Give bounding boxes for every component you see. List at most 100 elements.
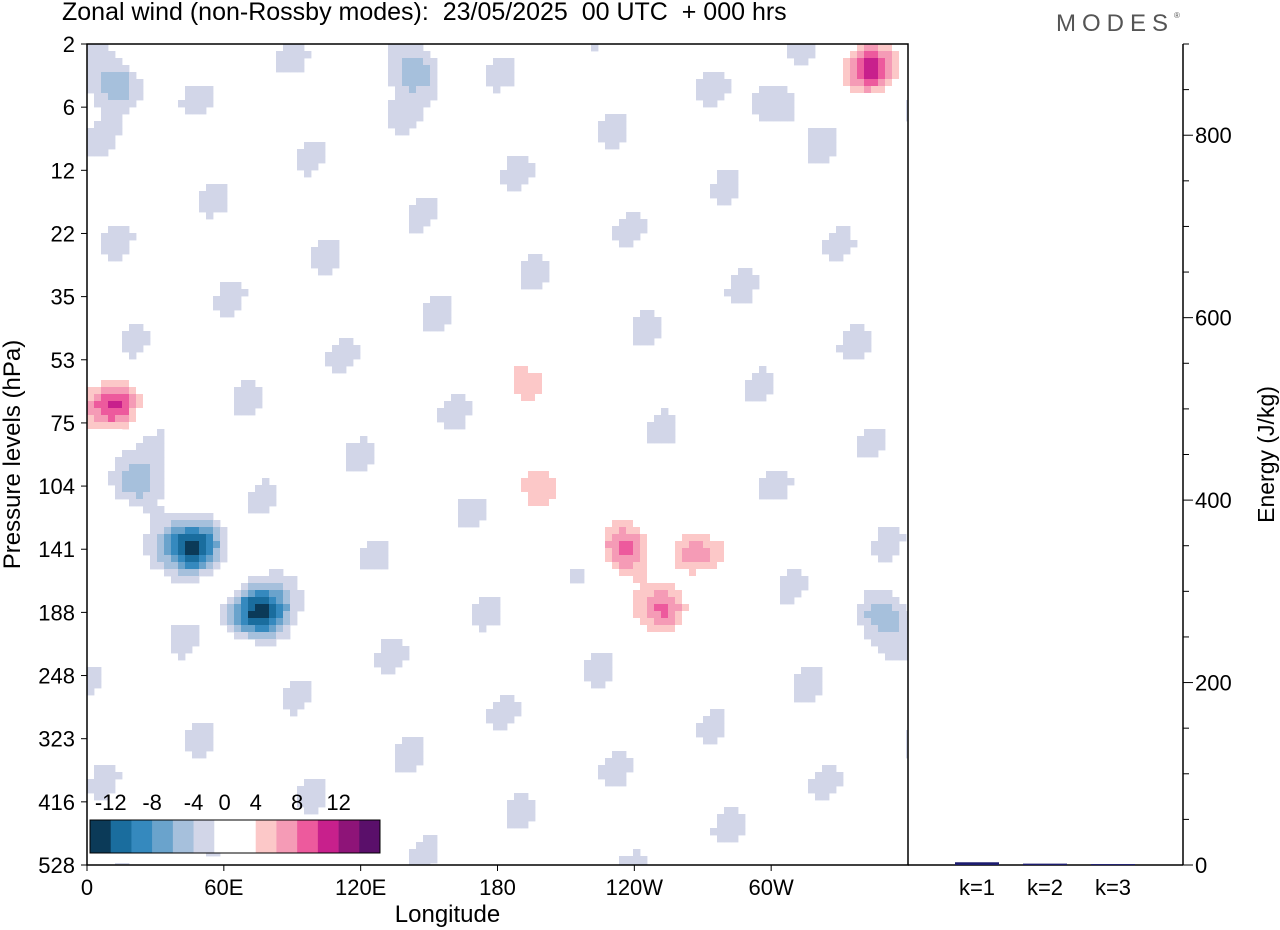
contour-cell <box>752 93 760 101</box>
contour-cell <box>213 198 221 206</box>
contour-cell <box>185 730 193 738</box>
contour-cell <box>206 205 214 213</box>
contour-cell <box>668 800 676 808</box>
contour-cell <box>668 576 676 584</box>
contour-cell <box>304 156 312 164</box>
contour-cell <box>787 93 795 101</box>
contour-cell <box>507 163 515 171</box>
colorbar-label: 8 <box>291 790 303 815</box>
contour-cell <box>717 548 725 556</box>
contour-cell <box>857 618 865 626</box>
contour-cell <box>801 695 809 703</box>
contour-cell <box>332 352 340 360</box>
contour-cell <box>346 716 354 724</box>
contour-cell <box>178 576 186 584</box>
contour-cell <box>661 583 669 591</box>
contour-cell <box>535 366 543 374</box>
contour-cell <box>290 611 298 619</box>
contour-cell <box>129 338 137 346</box>
contour-cell <box>794 590 802 598</box>
contour-cell <box>899 639 907 647</box>
contour-cell <box>108 93 116 101</box>
contour-cell <box>297 695 305 703</box>
contour-cell <box>605 408 613 416</box>
contour-cell <box>801 681 809 689</box>
contour-cell <box>248 576 256 584</box>
contour-cell <box>766 744 774 752</box>
contour-cell <box>227 303 235 311</box>
contour-cell <box>878 527 886 535</box>
contour-cell <box>703 730 711 738</box>
contour-cell <box>514 464 522 472</box>
contour-cell <box>906 632 908 640</box>
contour-cell <box>192 520 200 528</box>
contour-cell <box>668 261 676 269</box>
contour-cell <box>101 58 109 66</box>
contour-cell <box>150 562 158 570</box>
contour-cell <box>472 779 480 787</box>
contour-cell <box>220 198 228 206</box>
contour-cell <box>731 191 739 199</box>
contour-cell <box>535 646 543 654</box>
contour-cell <box>136 331 144 339</box>
contour-cell <box>318 793 326 801</box>
contour-cell <box>759 93 767 101</box>
contour-cell <box>402 485 410 493</box>
contour-cell <box>416 72 424 80</box>
contour-cell <box>493 58 501 66</box>
contour-cell <box>794 296 802 304</box>
contour-cell <box>801 688 809 696</box>
contour-cell <box>703 737 711 745</box>
contour-cell <box>115 72 123 80</box>
contour-cell <box>668 555 676 563</box>
contour-cell <box>143 702 151 710</box>
contour-cell <box>542 506 550 514</box>
contour-cell <box>353 457 361 465</box>
contour-cell <box>626 527 634 535</box>
contour-cell <box>360 457 368 465</box>
contour-cell <box>94 149 102 157</box>
contour-cell <box>829 506 837 514</box>
contour-cell <box>129 415 137 423</box>
contour-cell <box>878 590 886 598</box>
contour-cell <box>640 695 648 703</box>
contour-cell <box>101 44 109 52</box>
contour-cell <box>199 730 207 738</box>
contour-cell <box>654 317 662 325</box>
contour-cell <box>619 541 627 549</box>
contour-cell <box>402 492 410 500</box>
contour-cell <box>514 443 522 451</box>
contour-cell <box>822 520 830 528</box>
contour-cell <box>626 226 634 234</box>
contour-cell <box>521 282 529 290</box>
contour-cell <box>640 541 648 549</box>
contour-cell <box>87 401 95 409</box>
contour-cell <box>535 541 543 549</box>
contour-cell <box>535 275 543 283</box>
contour-cell <box>850 345 858 353</box>
contour-cell <box>689 254 697 262</box>
contour-cell <box>402 128 410 136</box>
contour-cell <box>472 506 480 514</box>
contour-cell <box>878 639 886 647</box>
contour-cell <box>787 863 795 865</box>
contour-cell <box>87 128 95 136</box>
contour-cell <box>689 583 697 591</box>
contour-cell <box>605 114 613 122</box>
contour-cell <box>710 555 718 563</box>
contour-cell <box>437 681 445 689</box>
contour-cell <box>451 772 459 780</box>
contour-cell <box>206 555 214 563</box>
contour-cell <box>787 310 795 318</box>
contour-cell <box>521 555 529 563</box>
contour-cell <box>773 485 781 493</box>
contour-cell <box>633 534 641 542</box>
contour-cell <box>598 527 606 535</box>
contour-cell <box>647 541 655 549</box>
contour-cell <box>395 121 403 129</box>
contour-cell <box>402 44 410 52</box>
contour-cell <box>696 345 704 353</box>
contour-cell <box>717 576 725 584</box>
contour-cell <box>157 527 165 535</box>
contour-cell <box>164 569 172 577</box>
